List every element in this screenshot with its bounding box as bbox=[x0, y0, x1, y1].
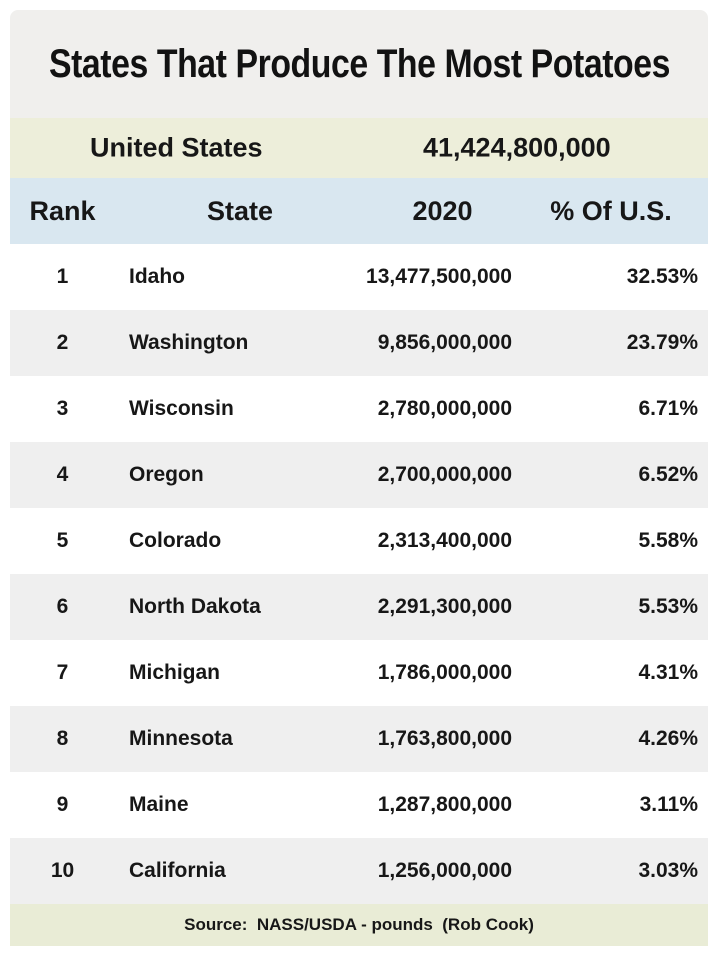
rank-cell: 6 bbox=[56, 595, 69, 618]
rank-cell: 3 bbox=[56, 397, 69, 420]
pct-of-us-cell: 4.31% bbox=[638, 661, 698, 684]
state-cell: Michigan bbox=[129, 661, 221, 684]
table-row: 1 Idaho 13,477,500,000 32.53% bbox=[10, 244, 708, 310]
value-2020-cell: 2,291,300,000 bbox=[377, 595, 512, 618]
rank-cell: 4 bbox=[56, 463, 69, 486]
state-cell: Minnesota bbox=[129, 727, 233, 750]
table-row: 7 Michigan 1,786,000,000 4.31% bbox=[10, 640, 708, 706]
table-row: 2 Washington 9,856,000,000 23.79% bbox=[10, 310, 708, 376]
value-2020-cell: 1,786,000,000 bbox=[377, 661, 512, 684]
state-cell: Oregon bbox=[129, 463, 204, 486]
pct-of-us-cell: 5.53% bbox=[638, 595, 698, 618]
table-body: 1 Idaho 13,477,500,000 32.53% 2 Washingt… bbox=[10, 244, 708, 904]
value-2020-cell: 1,256,000,000 bbox=[377, 859, 512, 882]
state-cell: Wisconsin bbox=[129, 397, 234, 420]
table-row: 5 Colorado 2,313,400,000 5.58% bbox=[10, 508, 708, 574]
rank-cell: 9 bbox=[56, 793, 69, 816]
column-header-pct-of-us: % Of U.S. bbox=[550, 195, 672, 226]
rank-cell: 7 bbox=[56, 661, 69, 684]
rank-cell: 1 bbox=[56, 265, 69, 288]
footer-bar: Source: NASS/USDA - pounds (Rob Cook) bbox=[10, 904, 708, 946]
us-total-value: 41,424,800,000 bbox=[423, 132, 611, 163]
table-row: 4 Oregon 2,700,000,000 6.52% bbox=[10, 442, 708, 508]
state-cell: North Dakota bbox=[129, 595, 261, 618]
source-note: Source: NASS/USDA - pounds (Rob Cook) bbox=[184, 915, 534, 934]
value-2020-cell: 1,287,800,000 bbox=[377, 793, 512, 816]
pct-of-us-cell: 6.71% bbox=[638, 397, 698, 420]
state-cell: Washington bbox=[129, 331, 249, 354]
table-row: 8 Minnesota 1,763,800,000 4.26% bbox=[10, 706, 708, 772]
state-cell: Idaho bbox=[129, 265, 185, 288]
rank-cell: 2 bbox=[56, 331, 69, 354]
pct-of-us-cell: 3.11% bbox=[639, 793, 698, 816]
column-header-rank: Rank bbox=[29, 195, 96, 226]
column-header-2020: 2020 bbox=[412, 195, 473, 226]
potato-production-table: States That Produce The Most Potatoes Un… bbox=[10, 10, 708, 946]
rank-cell: 10 bbox=[50, 859, 75, 882]
value-2020-cell: 9,856,000,000 bbox=[377, 331, 512, 354]
table-header-row: Rank State 2020 % Of U.S. bbox=[10, 178, 708, 244]
table-row: 3 Wisconsin 2,780,000,000 6.71% bbox=[10, 376, 708, 442]
table-row: 10 California 1,256,000,000 3.03% bbox=[10, 838, 708, 904]
us-total-label: United States bbox=[90, 132, 263, 163]
us-total-row: United States 41,424,800,000 bbox=[10, 118, 708, 178]
value-2020-cell: 2,780,000,000 bbox=[377, 397, 512, 420]
column-header-state: State bbox=[206, 195, 274, 226]
pct-of-us-cell: 4.26% bbox=[638, 727, 698, 750]
pct-of-us-cell: 23.79% bbox=[626, 331, 698, 354]
value-2020-cell: 13,477,500,000 bbox=[366, 265, 512, 288]
pct-of-us-cell: 32.53% bbox=[626, 265, 698, 288]
state-cell: Colorado bbox=[129, 529, 222, 552]
state-cell: California bbox=[129, 859, 226, 882]
title-bar: States That Produce The Most Potatoes bbox=[10, 10, 708, 118]
state-cell: Maine bbox=[129, 793, 189, 816]
page-title: States That Produce The Most Potatoes bbox=[48, 41, 670, 86]
table-row: 6 North Dakota 2,291,300,000 5.53% bbox=[10, 574, 708, 640]
rank-cell: 8 bbox=[56, 727, 69, 750]
pct-of-us-cell: 3.03% bbox=[638, 859, 698, 882]
value-2020-cell: 1,763,800,000 bbox=[377, 727, 512, 750]
value-2020-cell: 2,700,000,000 bbox=[377, 463, 512, 486]
value-2020-cell: 2,313,400,000 bbox=[377, 529, 512, 552]
table-row: 9 Maine 1,287,800,000 3.11% bbox=[10, 772, 708, 838]
pct-of-us-cell: 5.58% bbox=[638, 529, 698, 552]
pct-of-us-cell: 6.52% bbox=[638, 463, 698, 486]
rank-cell: 5 bbox=[56, 529, 69, 552]
